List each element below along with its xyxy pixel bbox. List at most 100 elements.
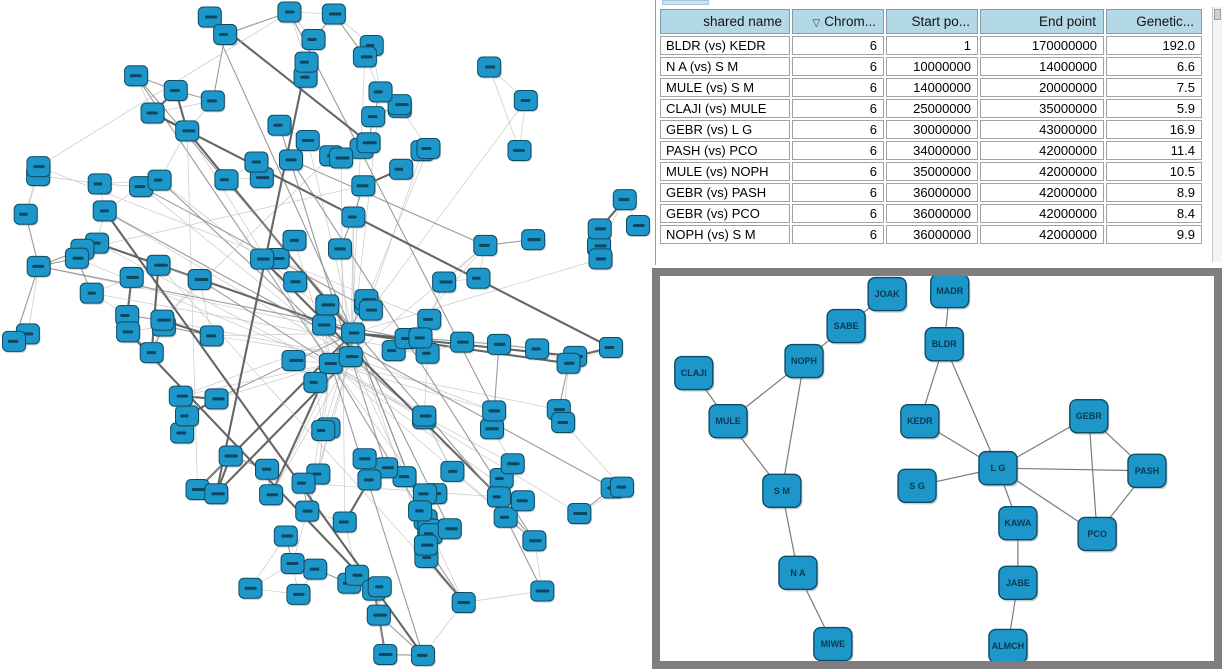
filter-icon[interactable]: ▽ [812,18,821,29]
network-node[interactable] [174,405,200,428]
cell-value[interactable]: 42000000 [980,162,1104,181]
network-node[interactable] [197,6,223,29]
edge-gebr-pco[interactable] [1088,416,1098,534]
network-node[interactable] [283,271,308,294]
network-node[interactable] [273,525,299,548]
network-node[interactable] [170,422,195,445]
network-node[interactable] [361,106,386,129]
network-node[interactable] [92,200,118,223]
cell-value[interactable]: 6 [792,141,884,160]
network-node[interactable] [163,79,189,102]
node-gebr[interactable]: GEBR [1069,398,1110,435]
network-node[interactable] [147,169,173,192]
network-node[interactable] [477,56,502,79]
node-n-a[interactable]: N A [778,555,819,592]
network-node[interactable] [408,500,433,523]
cell-value[interactable]: 6.6 [1106,57,1202,76]
cell-value[interactable]: 7.5 [1106,78,1202,97]
network-node[interactable] [124,65,149,88]
network-node[interactable] [351,175,376,198]
cell-value[interactable]: 42000000 [980,141,1104,160]
node-sabe[interactable]: SABE [826,308,867,345]
network-node[interactable] [249,167,275,190]
node-kedr[interactable]: KEDR [900,403,941,440]
edge-noph-s-m[interactable] [781,360,805,491]
cell-shared-name[interactable]: MULE (vs) S M [660,78,790,97]
cell-shared-name[interactable]: GEBR (vs) L G [660,120,790,139]
cell-shared-name[interactable]: BLDR (vs) KEDR [660,36,790,55]
scrollbar-thumb[interactable] [1214,9,1221,20]
cell-value[interactable]: 8.4 [1106,204,1202,223]
network-node[interactable] [612,189,638,212]
network-node[interactable] [329,147,354,170]
network-node[interactable] [410,644,436,667]
cell-value[interactable]: 35000000 [886,162,978,181]
network-node[interactable] [480,418,505,441]
network-node[interactable] [387,94,413,117]
network-node[interactable] [432,271,457,294]
network-node[interactable] [521,229,546,252]
network-node[interactable] [218,445,244,468]
network-node[interactable] [367,576,393,599]
network-node[interactable] [255,458,280,481]
network-node[interactable] [119,266,145,289]
network-node[interactable] [567,503,592,526]
network-node[interactable] [311,419,336,442]
cell-value[interactable]: 36000000 [886,204,978,223]
network-node[interactable] [187,269,213,292]
cell-value[interactable]: 9.9 [1106,225,1202,244]
cell-value[interactable]: 42000000 [980,225,1104,244]
network-node[interactable] [150,309,175,332]
network-node[interactable] [356,132,382,155]
network-node[interactable] [341,206,366,229]
node-s-g[interactable]: S G [897,468,938,505]
network-node[interactable] [587,218,613,241]
cell-value[interactable]: 30000000 [886,120,978,139]
node-joak[interactable]: JOAK [867,276,908,313]
network-node[interactable] [312,314,337,337]
network-node[interactable] [392,466,417,489]
node-almch[interactable]: ALMCH [988,628,1029,661]
network-node[interactable] [473,234,498,257]
network-node[interactable] [213,23,238,46]
node-bldr[interactable]: BLDR [924,326,965,363]
network-node[interactable] [294,51,319,74]
network-node[interactable] [357,469,382,492]
cell-value[interactable]: 6 [792,36,884,55]
node-miwe[interactable]: MIWE [813,626,854,661]
network-node[interactable] [200,90,226,113]
table-panel-tab[interactable] [662,0,709,5]
network-node[interactable] [303,558,328,581]
cell-value[interactable]: 6 [792,162,884,181]
network-node[interactable] [204,483,229,506]
network-node[interactable] [486,486,512,509]
column-header-shared-name[interactable]: shared name [660,9,790,34]
node-pash[interactable]: PASH [1127,453,1168,490]
network-node[interactable] [373,643,398,666]
node-claji[interactable]: CLAJI [674,355,715,392]
network-node[interactable] [259,484,284,507]
network-node[interactable] [116,321,141,344]
network-node[interactable] [556,352,582,375]
network-node[interactable] [588,248,614,271]
network-node[interactable] [507,139,532,162]
network-node[interactable] [13,203,39,226]
network-node[interactable] [368,81,393,104]
network-node[interactable] [301,29,326,52]
column-header-genetic[interactable]: Genetic... [1106,9,1202,34]
network-node[interactable] [551,411,576,434]
node-noph[interactable]: NOPH [784,343,825,380]
network-node[interactable] [358,299,384,322]
node-jabe[interactable]: JABE [998,565,1039,602]
network-node[interactable] [214,169,239,192]
network-node[interactable] [185,478,211,501]
cell-value[interactable]: 10.5 [1106,162,1202,181]
network-node[interactable] [327,238,353,261]
cell-shared-name[interactable]: GEBR (vs) PCO [660,204,790,223]
network-node[interactable] [238,577,263,600]
network-node[interactable] [482,400,507,423]
network-node[interactable] [318,353,344,376]
network-node[interactable] [513,90,539,113]
network-node[interactable] [250,248,275,271]
network-node[interactable] [295,129,321,152]
